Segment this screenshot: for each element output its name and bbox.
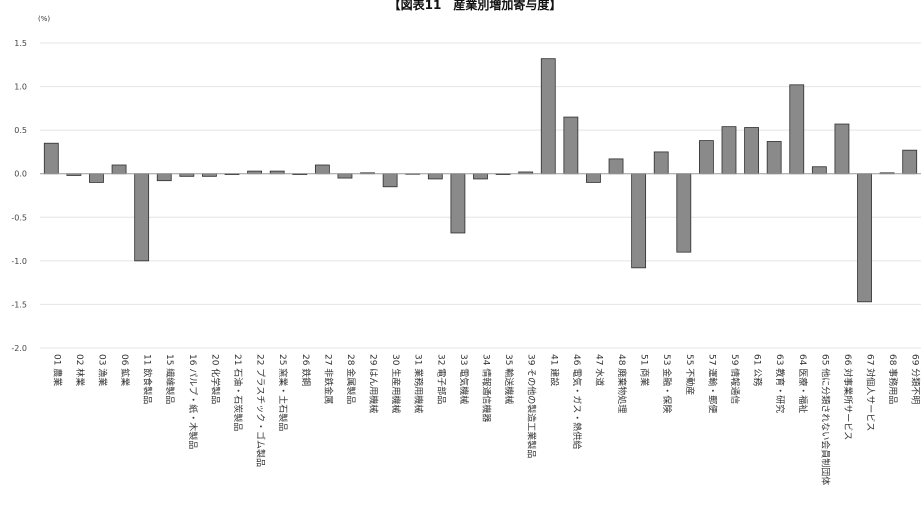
y-axis-unit-label: (%)	[38, 15, 50, 23]
x-tick-label: 34 情報通信機器	[481, 354, 493, 422]
x-tick-label: 33 電気機械	[458, 354, 470, 404]
x-tick-label: 39 その他の製造工業製品	[526, 354, 538, 458]
gridlines	[40, 42, 921, 349]
x-tick-label: 26 鉄鋼	[300, 354, 312, 386]
x-tick-label: 69 分類不明	[910, 354, 921, 404]
bar	[540, 58, 556, 175]
x-tick-label: 21 石油・石炭製品	[232, 354, 244, 431]
x-tick-label: 06 鉱業	[119, 354, 131, 386]
bar	[473, 173, 488, 180]
x-tick-label: 31 業務用機械	[413, 354, 425, 413]
x-tick-label: 27 非鉄金属	[322, 354, 334, 404]
y-tick-label: 0.0	[14, 170, 27, 179]
bar	[43, 142, 59, 175]
bar	[111, 164, 127, 175]
bar	[811, 166, 827, 175]
y-tick-label: -1.5	[11, 300, 27, 309]
bar	[902, 149, 918, 175]
bar	[766, 141, 782, 175]
bar	[450, 173, 466, 234]
x-tick-label: 64 医療・福祉	[797, 354, 809, 413]
bar	[721, 126, 737, 175]
x-tick-label: 55 不動産	[684, 354, 696, 395]
bar	[156, 173, 172, 182]
bar	[427, 173, 443, 180]
bar	[89, 173, 104, 183]
bar	[789, 84, 805, 175]
y-tick-label: 1.0	[14, 83, 27, 92]
x-tick-label: 25 窯業・土石製品	[277, 354, 289, 431]
x-tick-label: 32 電子部品	[435, 354, 447, 404]
x-tick-label: 53 金融・保険	[661, 354, 673, 413]
x-tick-label: 29 はん用機械	[368, 354, 380, 413]
x-tick-label: 67 対個人サービス	[865, 354, 877, 431]
x-tick-label: 35 輸送機械	[503, 354, 515, 404]
bar	[698, 140, 714, 175]
bar	[676, 173, 692, 253]
bar	[586, 173, 601, 183]
x-tick-label: 30 生産用機械	[390, 354, 402, 413]
bar	[134, 173, 150, 262]
x-tick-label: 41 建設	[548, 354, 560, 386]
x-tick-label: 46 電気・ガス・熱供給	[571, 354, 583, 449]
bar	[834, 123, 850, 175]
x-tick-label: 11 飲食製品	[142, 354, 154, 404]
bar	[314, 164, 330, 175]
x-axis-category-labels: 01 農業 02 林業 03 漁業 06 鉱業 11 飲食製品 15 繊維製品 16 パルプ…	[51, 354, 920, 485]
bar	[382, 173, 398, 188]
x-tick-label: 61 公務	[752, 354, 764, 386]
bars	[43, 58, 918, 303]
x-tick-label: 03 漁業	[96, 354, 108, 386]
bar	[857, 173, 872, 303]
x-tick-label: 48 廃棄物処理	[616, 354, 628, 413]
y-axis-tick-labels: 1.5 1.0 0.5 0.0 -0.5 -1.0 -1.5 -2.0	[11, 39, 27, 353]
y-tick-label: 1.5	[14, 39, 27, 48]
y-tick-label: -2.0	[11, 344, 27, 353]
y-tick-label: 0.5	[14, 126, 27, 135]
bar	[337, 173, 353, 179]
bar	[563, 116, 579, 175]
bar	[744, 127, 759, 175]
x-tick-label: 02 林業	[74, 354, 86, 386]
x-tick-label: 15 繊維製品	[164, 354, 176, 404]
x-tick-label: 68 事務用品	[887, 354, 899, 404]
x-tick-label: 51 商業	[639, 354, 651, 386]
x-tick-label: 20 化学製品	[209, 354, 221, 404]
x-tick-label: 63 教育・研究	[774, 354, 786, 413]
bar	[653, 151, 669, 175]
x-tick-label: 65 他に分類されない会員制団体	[819, 354, 831, 485]
y-tick-label: -1.0	[11, 257, 27, 266]
bar	[608, 158, 624, 175]
x-tick-label: 01 農業	[51, 354, 63, 386]
y-tick-label: -0.5	[11, 213, 27, 222]
x-tick-label: 22 プラスチック・ゴム製品	[255, 354, 267, 467]
chart-title: 【図表11 産業別増加寄与度】	[389, 0, 562, 12]
x-tick-label: 28 金属製品	[345, 354, 357, 404]
x-tick-label: 66 対事業所サービス	[842, 354, 854, 440]
x-tick-label: 59 情報通信	[729, 354, 741, 404]
x-tick-label: 47 水道	[593, 354, 605, 386]
x-tick-label: 57 運輸・郵便	[706, 354, 718, 413]
x-tick-label: 16 パルプ・紙・木製品	[187, 354, 199, 449]
bar	[631, 173, 647, 269]
